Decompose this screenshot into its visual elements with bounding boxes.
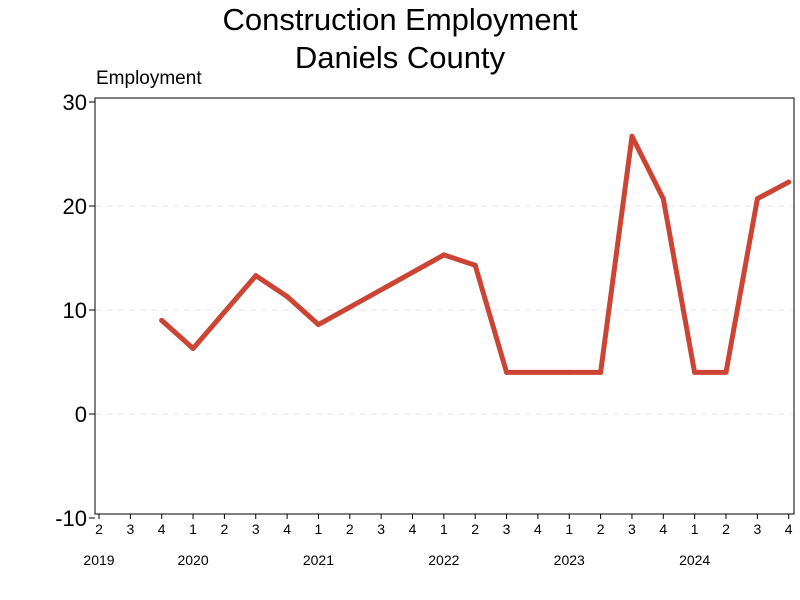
x-quarter-label: 4 <box>158 521 166 537</box>
x-quarter-label: 2 <box>471 521 479 537</box>
x-quarter-label: 3 <box>126 521 134 537</box>
data-point <box>723 369 729 375</box>
x-quarter-label: 4 <box>659 521 667 537</box>
x-quarter-label: 1 <box>440 521 448 537</box>
x-quarter-label: 1 <box>691 521 699 537</box>
x-year-label: 2024 <box>679 552 710 568</box>
y-axis-label: Employment <box>96 68 202 89</box>
data-point <box>786 179 792 185</box>
x-quarter-label: 2 <box>722 521 730 537</box>
x-year-label: 2021 <box>303 552 334 568</box>
x-quarter-label: 3 <box>753 521 761 537</box>
data-point <box>692 369 698 375</box>
y-tick-label: 10 <box>63 298 87 323</box>
x-quarter-label: 4 <box>785 521 793 537</box>
data-point <box>754 196 760 202</box>
x-year-label: 2020 <box>177 552 208 568</box>
data-point <box>660 196 666 202</box>
x-year-label: 2022 <box>428 552 459 568</box>
x-year-label: 2023 <box>554 552 585 568</box>
chart-title: Construction Employment <box>222 2 578 37</box>
chart-subtitle: Daniels County <box>294 40 506 75</box>
x-quarter-label: 3 <box>628 521 636 537</box>
series-line <box>159 133 792 375</box>
y-axis: -10 0 10 20 30 <box>55 90 95 531</box>
data-point <box>253 273 259 279</box>
x-quarter-label: 1 <box>189 521 197 537</box>
x-quarter-label: 2 <box>221 521 229 537</box>
x-quarter-label: 4 <box>409 521 417 537</box>
data-point <box>598 369 604 375</box>
x-year-label: 2019 <box>83 552 114 568</box>
data-point <box>441 252 447 258</box>
x-quarter-label: 3 <box>377 521 385 537</box>
y-tick-label: -10 <box>55 506 87 531</box>
y-tick-label: 30 <box>63 90 87 115</box>
data-point <box>472 262 478 268</box>
y-tick-label: 0 <box>75 402 87 427</box>
data-point <box>535 369 541 375</box>
data-point <box>190 345 196 351</box>
x-quarter-label: 2 <box>597 521 605 537</box>
x-quarter-label: 1 <box>315 521 323 537</box>
x-quarter-label: 2 <box>346 521 354 537</box>
data-point <box>315 322 321 328</box>
x-quarter-label: 2 <box>95 521 103 537</box>
x-quarter-label: 4 <box>283 521 291 537</box>
series-layer <box>159 133 792 375</box>
x-quarter-label: 4 <box>534 521 542 537</box>
x-quarter-label: 3 <box>503 521 511 537</box>
x-axis: 2 3 4 1 2 3 4 1 2 3 4 1 2 3 4 1 2 3 4 1 2 3 4 2019 2020 2021 2022 2… <box>83 514 793 568</box>
x-quarter-label: 1 <box>565 521 573 537</box>
data-point <box>159 317 165 323</box>
gridlines <box>96 205 793 415</box>
data-point <box>566 369 572 375</box>
y-tick-label: 20 <box>63 194 87 219</box>
data-point <box>629 133 635 139</box>
x-quarter-label: 3 <box>252 521 260 537</box>
data-point <box>221 309 227 315</box>
data-point <box>504 369 510 375</box>
plot-frame <box>94 97 795 515</box>
data-point <box>284 293 290 299</box>
